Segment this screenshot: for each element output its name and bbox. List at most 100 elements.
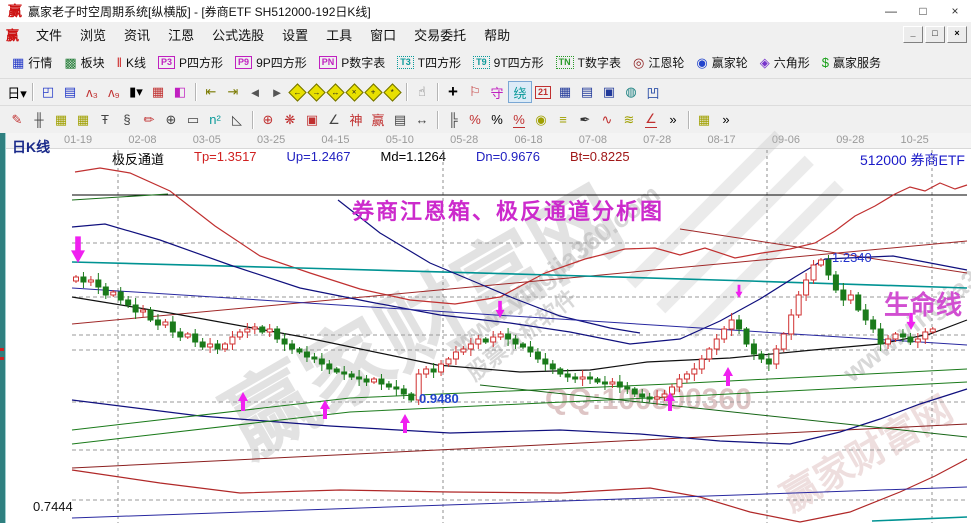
f-tool-button[interactable]: Ŧ bbox=[94, 110, 116, 130]
magenta-seal-button[interactable]: 守 bbox=[486, 82, 508, 102]
mdi-minimize-icon[interactable]: _ bbox=[903, 25, 923, 43]
crosshair-tool-button[interactable]: + bbox=[442, 82, 464, 102]
hexagon-button[interactable]: ◈ 六角形 bbox=[754, 52, 816, 73]
candlestick-chart-canvas[interactable] bbox=[0, 133, 971, 523]
nav-next-button[interactable]: ► bbox=[266, 82, 288, 102]
spiral-tool-button[interactable]: § bbox=[116, 110, 138, 130]
marker-flag-button[interactable]: ⚐ bbox=[464, 82, 486, 102]
kline-button[interactable]: ‖ K线 bbox=[111, 52, 152, 73]
winner-service-button[interactable]: $ 赢家服务 bbox=[816, 52, 887, 73]
p-square-button[interactable]: P3 P四方形 bbox=[152, 52, 229, 73]
menu-item-2[interactable]: 资讯 bbox=[124, 27, 151, 43]
percent-tool-button[interactable]: % bbox=[486, 110, 508, 130]
grid-final-tool-button[interactable]: ▦ bbox=[693, 110, 715, 130]
percent-line-tool-button[interactable]: % bbox=[508, 110, 530, 130]
ink-pen-tool-button[interactable]: ✒ bbox=[574, 110, 596, 130]
gann-box-button[interactable]: ▦ bbox=[147, 82, 169, 102]
hand-tool-button[interactable]: ☝ bbox=[411, 82, 433, 102]
color-histogram-button[interactable]: ◧ bbox=[169, 82, 191, 102]
menu-item-7[interactable]: 窗口 bbox=[370, 27, 397, 43]
mini-chart-9-button[interactable]: ʌ₉ bbox=[103, 82, 125, 102]
p-number-table-button[interactable]: PN P数字表 bbox=[313, 52, 392, 73]
candle-body-up bbox=[795, 294, 802, 316]
pen-tool-button[interactable]: ✎ bbox=[6, 110, 28, 130]
calendar-button[interactable]: 21 bbox=[532, 82, 554, 102]
nav-first-button[interactable]: ⇤ bbox=[200, 82, 222, 102]
candle-body-down bbox=[549, 363, 556, 370]
mini-chart-3-button[interactable]: ʌ₃ bbox=[81, 82, 103, 102]
gold-band-tool-button[interactable]: ≋ bbox=[618, 110, 640, 130]
width-tool-button[interactable]: ↔ bbox=[411, 110, 433, 130]
percent-retrace-tool-button[interactable]: % bbox=[464, 110, 486, 130]
pen-grid-tool-button[interactable]: ✏ bbox=[138, 110, 160, 130]
workstation-button[interactable]: 凹 bbox=[642, 82, 664, 102]
candle-style-dropdown-button[interactable]: ▮▾ bbox=[125, 82, 147, 102]
close-icon[interactable]: × bbox=[951, 4, 959, 18]
gold-square2-tool-button[interactable]: ▦ bbox=[72, 110, 94, 130]
nav-last-button[interactable]: ⇥ bbox=[222, 82, 244, 102]
menu-item-8[interactable]: 交易委托 bbox=[414, 27, 467, 43]
angle-tool-button[interactable]: ∠ bbox=[323, 110, 345, 130]
sectors-button[interactable]: ▩ 板块 bbox=[58, 52, 110, 73]
menu-item-5[interactable]: 设置 bbox=[282, 27, 309, 43]
t-square-label: T四方形 bbox=[417, 55, 462, 70]
signal-arrow-up bbox=[320, 400, 330, 419]
gann-diamond-all-icon[interactable]: * bbox=[383, 82, 402, 102]
market-quotes-button[interactable]: ▦ 行情 bbox=[6, 52, 58, 73]
circle-ruler-tool-button[interactable]: ⊕ bbox=[160, 110, 182, 130]
ruler-tool-button[interactable]: ▭ bbox=[182, 110, 204, 130]
gann-diamond-x-icon[interactable]: × bbox=[345, 82, 364, 102]
gann-grid-tool-button[interactable]: ╫ bbox=[28, 110, 50, 130]
menu-item-3[interactable]: 江恩 bbox=[168, 27, 195, 43]
nav-prev-button[interactable]: ◄ bbox=[244, 82, 266, 102]
menu-item-4[interactable]: 公式选股 bbox=[212, 27, 265, 43]
more-tools-2-button[interactable]: » bbox=[715, 110, 737, 130]
gold-circle-tool-button[interactable]: ◉ bbox=[530, 110, 552, 130]
mirror-tool-button[interactable]: ◺ bbox=[226, 110, 248, 130]
9t-square-button[interactable]: T9 9T四方形 bbox=[467, 52, 550, 73]
date-tick-label: 09-06 bbox=[771, 134, 800, 146]
square-spiral-tool-button[interactable]: ▣ bbox=[301, 110, 323, 130]
life-line-label: 生命线 bbox=[884, 290, 963, 320]
n2-tool-button[interactable]: n² bbox=[204, 110, 226, 130]
calculator-button[interactable]: ▦ bbox=[554, 82, 576, 102]
gold-square-tool-button[interactable]: ▦ bbox=[50, 110, 72, 130]
9p-square-button[interactable]: P9 9P四方形 bbox=[229, 52, 313, 73]
info-note-button[interactable]: ▤ bbox=[59, 82, 81, 102]
gann-diamond-right-icon[interactable]: → bbox=[307, 82, 326, 102]
gann-diamond-plus-icon[interactable]: + bbox=[364, 82, 383, 102]
ying-tool-button[interactable]: 赢 bbox=[367, 110, 389, 130]
zoom-region-button[interactable]: ◰ bbox=[37, 82, 59, 102]
shen-tool-button[interactable]: 神 bbox=[345, 110, 367, 130]
gold-line-tool-button[interactable]: ≡ bbox=[552, 110, 574, 130]
mdi-restore-icon[interactable]: □ bbox=[925, 25, 945, 43]
more-tools-button[interactable]: » bbox=[662, 110, 684, 130]
cyan-seal-button[interactable]: 绕 bbox=[508, 81, 532, 103]
mdi-close-icon[interactable]: × bbox=[947, 25, 967, 43]
gann-diamond-h-icon[interactable]: ↔ bbox=[326, 82, 345, 102]
chart-export-button[interactable]: ◍ bbox=[620, 82, 642, 102]
angle-line-tool-button[interactable]: ∠ bbox=[640, 110, 662, 130]
minimize-icon[interactable]: — bbox=[885, 4, 897, 18]
t-square-button[interactable]: T3 T四方形 bbox=[391, 52, 467, 73]
gann-wheel-button[interactable]: ◎ 江恩轮 bbox=[627, 52, 690, 73]
price-scale-tool-button[interactable]: ╠ bbox=[442, 110, 464, 130]
period-day-dropdown-button[interactable]: 日▾ bbox=[6, 82, 28, 102]
menu-item-9[interactable]: 帮助 bbox=[484, 27, 511, 43]
save-button[interactable]: ▣ bbox=[598, 82, 620, 102]
gann-green-1-line bbox=[71, 368, 968, 431]
t-number-table-button[interactable]: TN T数字表 bbox=[550, 52, 627, 73]
winner-wheel-button[interactable]: ◉ 赢家轮 bbox=[690, 52, 753, 73]
star-tool-button[interactable]: ❋ bbox=[279, 110, 301, 130]
gann-diamond-x-glyph: × bbox=[352, 86, 357, 96]
compass-tool-button[interactable]: ⊕ bbox=[257, 110, 279, 130]
candle-body-down bbox=[393, 386, 400, 390]
grid123-tool-button[interactable]: ▤ bbox=[389, 110, 411, 130]
report-button[interactable]: ▤ bbox=[576, 82, 598, 102]
gann-diamond-left-icon[interactable]: ← bbox=[288, 82, 307, 102]
menu-item-0[interactable]: 文件 bbox=[36, 27, 63, 43]
menu-item-6[interactable]: 工具 bbox=[326, 27, 353, 43]
menu-item-1[interactable]: 浏览 bbox=[80, 27, 107, 43]
wave-tool-button[interactable]: ∿ bbox=[596, 110, 618, 130]
maximize-icon[interactable]: □ bbox=[919, 4, 927, 18]
